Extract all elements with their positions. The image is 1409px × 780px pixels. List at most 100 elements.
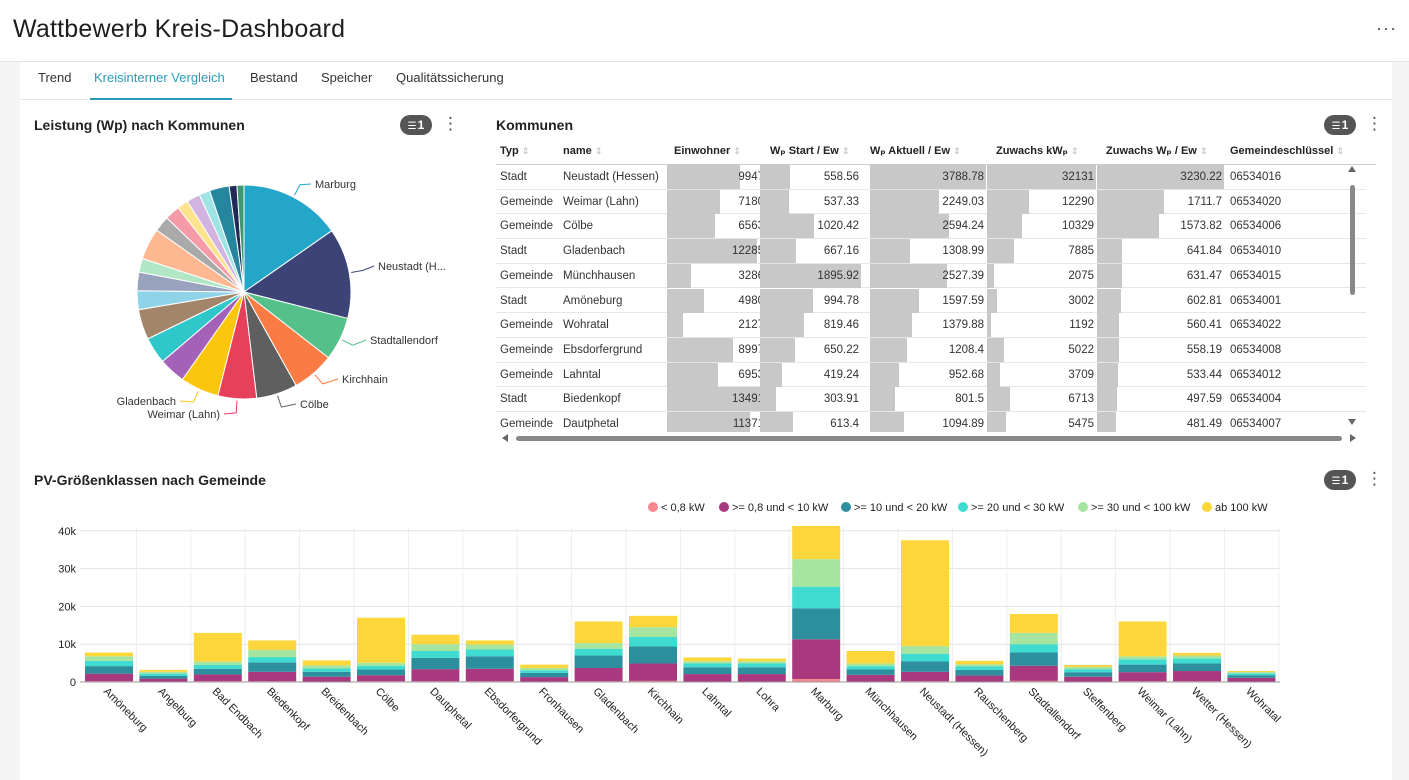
tab-speicher[interactable]: Speicher (321, 70, 373, 85)
bar-segment[interactable] (248, 657, 297, 663)
bar-segment[interactable] (901, 540, 949, 647)
bar-segment[interactable] (629, 627, 677, 638)
bar-segment[interactable] (846, 663, 895, 667)
bar-segment[interactable] (955, 675, 1004, 682)
bar-segment[interactable] (737, 658, 786, 662)
bar-segment[interactable] (792, 678, 841, 682)
pie-slice[interactable] (236, 184, 245, 293)
legend-item[interactable]: ab 100 kW (1202, 502, 1268, 514)
bar-segment[interactable] (193, 664, 242, 669)
column-header[interactable]: Gemeindeschlüssel ⇕ (1230, 140, 1344, 164)
bar-segment[interactable] (737, 661, 786, 664)
bar-segment[interactable] (1173, 652, 1221, 656)
table-row[interactable]: Gemeinde Weimar (Lahn) 7180 537.33 2249.03 12… (496, 189, 1366, 215)
sort-icon[interactable]: ⇕ (1070, 146, 1079, 156)
bar-segment[interactable] (683, 657, 732, 662)
bar-segment[interactable] (1227, 673, 1276, 676)
bar-segment[interactable] (411, 657, 460, 670)
bar-segment[interactable] (520, 664, 569, 669)
bar-segment[interactable] (792, 586, 841, 609)
bar-segment[interactable] (248, 649, 297, 658)
table-row[interactable]: Stadt Gladenbach 12285 667.16 1308.99 7885 641… (496, 239, 1366, 264)
column-header[interactable]: Zuwachs kWₚ ⇕ (996, 140, 1078, 164)
bar-segment[interactable] (629, 646, 677, 664)
bar-filter-badge[interactable]: ☰1 (1324, 470, 1356, 490)
sort-icon[interactable]: ⇕ (521, 146, 530, 156)
sort-icon[interactable]: ⇕ (1336, 146, 1344, 156)
sort-icon[interactable]: ⇕ (953, 146, 961, 156)
bar-segment[interactable] (1173, 655, 1221, 659)
bar-segment[interactable] (357, 665, 405, 670)
tab-bestand[interactable]: Bestand (250, 70, 298, 85)
bar-segment[interactable] (629, 615, 677, 628)
bar-segment[interactable] (1064, 669, 1113, 673)
table-menu-icon[interactable]: ⋮ (1366, 115, 1383, 132)
bar-segment[interactable] (1227, 677, 1276, 682)
bar-segment[interactable] (1064, 664, 1113, 667)
bar-segment[interactable] (846, 674, 895, 682)
table-row[interactable]: Gemeinde Dautphetal 11371 613.4 1094.89 5475 4… (496, 412, 1366, 432)
bar-segment[interactable] (520, 670, 569, 673)
bar-segment[interactable] (411, 634, 460, 645)
bar-segment[interactable] (1009, 613, 1058, 633)
bar-segment[interactable] (737, 663, 786, 668)
more-options-icon[interactable]: ··· (1376, 18, 1397, 38)
horizontal-scrollbar[interactable] (500, 433, 1358, 445)
bar-segment[interactable] (737, 674, 786, 682)
bar-segment[interactable] (411, 644, 460, 651)
bar-segment[interactable] (1173, 658, 1221, 664)
bar-segment[interactable] (846, 669, 895, 675)
bar-segment[interactable] (85, 652, 133, 657)
bar-segment[interactable] (248, 640, 297, 650)
bar-segment[interactable] (1118, 656, 1167, 660)
bar-segment[interactable] (411, 651, 460, 658)
bar-segment[interactable] (1173, 663, 1221, 672)
bar-segment[interactable] (1009, 680, 1058, 682)
bar-segment[interactable] (1118, 672, 1167, 682)
bar-segment[interactable] (302, 660, 351, 666)
pie-slice[interactable] (242, 230, 352, 320)
tab-kreisinterner-vergleich[interactable]: Kreisinterner Vergleich (90, 68, 232, 100)
bar-segment[interactable] (357, 662, 405, 666)
bar-segment[interactable] (1227, 672, 1276, 674)
bar-segment[interactable] (465, 649, 514, 657)
bar-segment[interactable] (901, 646, 949, 654)
bar-segment[interactable] (139, 671, 188, 674)
bar-segment[interactable] (520, 677, 569, 682)
bar-segment[interactable] (302, 676, 351, 682)
sort-icon[interactable]: ⇕ (594, 146, 603, 156)
bar-segment[interactable] (683, 661, 732, 664)
bar-segment[interactable] (1064, 676, 1113, 682)
table-row[interactable]: Gemeinde Ebsdorfergrund 8997 650.22 1208.4 50… (496, 337, 1366, 363)
sort-icon[interactable]: ⇕ (841, 146, 850, 156)
pie-menu-icon[interactable]: ⋮ (442, 115, 459, 132)
bar-segment[interactable] (1118, 664, 1167, 673)
bar-segment[interactable] (846, 651, 895, 664)
bar-segment[interactable] (737, 667, 786, 675)
legend-item[interactable]: >= 30 und < 100 kW (1078, 502, 1190, 514)
bar-segment[interactable] (302, 665, 351, 669)
bar-segment[interactable] (574, 648, 623, 656)
bar-segment[interactable] (1009, 632, 1058, 645)
bar-segment[interactable] (901, 653, 949, 662)
bar-segment[interactable] (248, 662, 297, 672)
sort-icon[interactable]: ⇕ (733, 146, 741, 156)
bar-segment[interactable] (1064, 672, 1113, 677)
bar-segment[interactable] (1173, 671, 1221, 682)
bar-segment[interactable] (302, 671, 351, 677)
bar-segment[interactable] (683, 663, 732, 668)
bar-segment[interactable] (465, 656, 514, 669)
bar-segment[interactable] (85, 666, 133, 674)
table-row[interactable]: Stadt Amöneburg 4980 994.78 1597.59 3002 602.8… (496, 288, 1366, 314)
bar-segment[interactable] (465, 640, 514, 645)
bar-segment[interactable] (357, 617, 405, 663)
bar-segment[interactable] (792, 639, 841, 679)
bar-segment[interactable] (901, 661, 949, 672)
bar-segment[interactable] (302, 668, 351, 672)
column-header[interactable]: Wₚ Start / Ew ⇕ (770, 140, 849, 164)
bar-segment[interactable] (683, 674, 732, 682)
bar-segment[interactable] (139, 675, 188, 679)
column-header[interactable]: Einwohner ⇕ (674, 140, 741, 164)
bar-menu-icon[interactable]: ⋮ (1366, 470, 1383, 487)
table-row[interactable]: Gemeinde Lahntal 6953 419.24 952.68 3709 533.4… (496, 362, 1366, 388)
